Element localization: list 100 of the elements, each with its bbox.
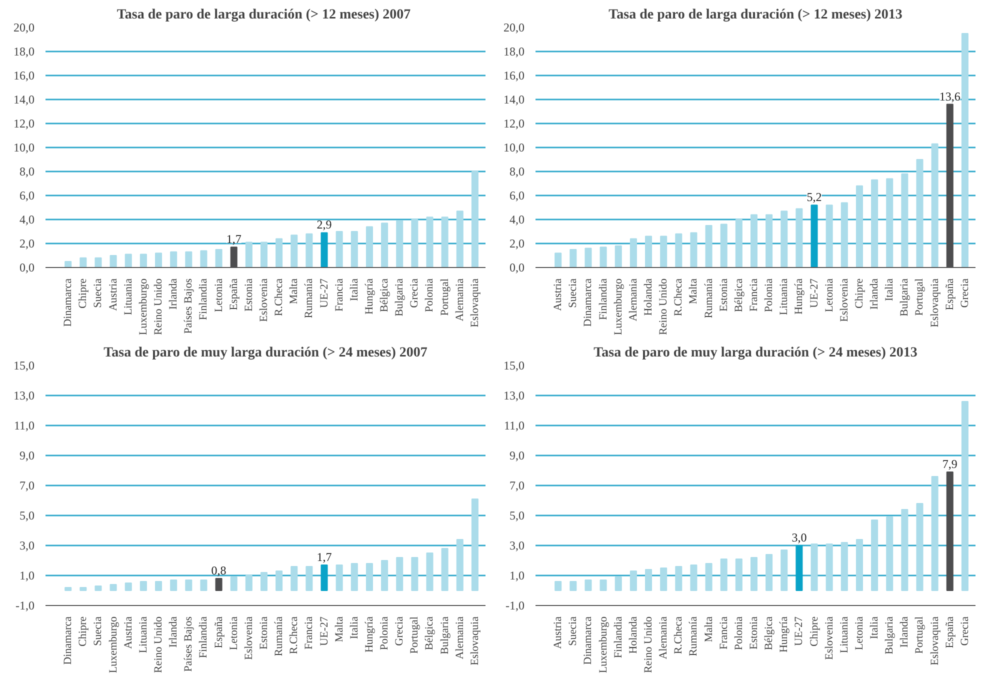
data-label: 3,0	[792, 530, 807, 544]
x-tick-label: España	[944, 616, 956, 648]
y-tick-label: 12,0	[504, 116, 524, 130]
x-tick-label: Rumanía	[273, 616, 286, 656]
y-tick-label: 12,0	[14, 116, 34, 130]
data-label: 2,9	[316, 218, 332, 232]
x-tick-label: Bulgaria	[438, 616, 451, 654]
x-tick-label: Bélgica	[424, 616, 436, 650]
y-tick-label: 16,0	[14, 68, 34, 82]
y-tick-label: 8,0	[20, 164, 34, 178]
x-tick-label: Reino Unido	[658, 278, 670, 336]
x-tick-label: Reino Unido	[642, 616, 655, 674]
y-tick-label: 9,0	[20, 448, 34, 462]
y-tick-label: 6,0	[510, 188, 524, 202]
x-tick-label: Polonia	[424, 278, 436, 312]
x-tick-label: Eslovenia	[242, 616, 255, 660]
y-tick-label: 0,0	[20, 260, 34, 274]
x-tick-label: Finlandia	[597, 278, 610, 320]
y-tick-label: 3,0	[510, 538, 524, 552]
x-tick-label: Letonia	[212, 278, 225, 312]
x-tick-label: Letonia	[853, 616, 866, 650]
x-tick-label: R.Checa	[672, 616, 685, 654]
x-tick-label: R.Checa	[273, 278, 286, 316]
y-tick-label: 9,0	[510, 448, 524, 462]
y-tick-label: 10,0	[14, 140, 34, 154]
x-tick-label: R.Checa	[672, 278, 685, 316]
x-tick-label: Dinamarca	[62, 278, 74, 327]
y-tick-label: -1,0	[16, 598, 35, 612]
y-tick-label: 16,0	[504, 68, 524, 82]
x-tick-label: Portugal	[408, 616, 421, 654]
x-tick-label: Italia	[884, 278, 896, 302]
x-tick-label: España	[228, 278, 240, 310]
x-tick-label: Chipre	[808, 616, 820, 646]
x-tick-label: Malta	[333, 616, 346, 642]
x-tick-label: Dinamarca	[62, 616, 74, 665]
x-tick-label: Bélgica	[763, 616, 776, 650]
data-label: 7,9	[942, 457, 958, 471]
x-tick-label: Alemania	[454, 616, 466, 660]
x-tick-label: Holanda	[642, 278, 655, 316]
y-tick-label: 18,0	[14, 44, 34, 58]
y-tick-label: 5,0	[20, 508, 34, 522]
x-tick-label: Eslovaquia	[928, 278, 941, 328]
x-tick-label: Reino Unido	[152, 616, 165, 674]
x-tick-label: Francia	[333, 278, 346, 312]
y-tick-label: 4,0	[20, 212, 34, 226]
y-tick-label: 7,0	[510, 478, 524, 492]
x-tick-label: España	[212, 616, 225, 648]
x-tick-label: Bulgaria	[394, 278, 406, 316]
data-label: 0,8	[211, 564, 226, 578]
y-tick-label: 15,0	[504, 358, 524, 372]
x-tick-label: UE-27	[793, 616, 806, 646]
x-tick-label: UE-27	[318, 278, 330, 308]
x-tick-label: Suecia	[567, 278, 580, 308]
x-tick-label: Polonia	[763, 278, 776, 312]
x-tick-label: Portugal	[438, 278, 451, 316]
chart-title: Tasa de paro de larga duración (> 12 meses) 2007	[116, 8, 411, 22]
x-tick-label: Luxemburgo	[612, 278, 624, 336]
x-tick-label: Francia	[748, 278, 760, 312]
x-tick-label: Austria	[552, 616, 564, 649]
x-tick-label: Países Bajos	[182, 616, 195, 672]
x-tick-label: Polonia	[378, 616, 391, 650]
x-tick-label: Grecia	[958, 616, 971, 646]
y-tick-label: 11,0	[14, 418, 35, 432]
y-tick-label: 14,0	[14, 92, 34, 106]
x-tick-label: Bulgaria	[884, 616, 896, 654]
x-tick-label: Rumanía	[303, 278, 316, 318]
x-tick-label: Eslovaquia	[928, 616, 941, 666]
x-tick-label: Lituania	[137, 616, 150, 654]
x-tick-label: Holanda	[627, 616, 640, 654]
x-tick-label: Estonia	[258, 616, 270, 650]
chart-title: Tasa de paro de muy larga duración (> 24 meses) 2007	[104, 346, 428, 360]
x-tick-label: Grecia	[408, 278, 421, 308]
y-tick-label: 1,0	[20, 568, 34, 582]
x-tick-label: Chipre	[77, 616, 90, 646]
y-tick-label: 2,0	[510, 236, 524, 250]
x-tick-label: Finlandia	[198, 616, 210, 658]
x-tick-label: Alemania	[658, 616, 670, 660]
x-tick-label: Irlanda	[168, 616, 180, 648]
x-tick-label: Portugal	[914, 278, 926, 316]
x-tick-label: Luxemburgo	[137, 278, 150, 336]
x-tick-label: UE-27	[808, 278, 820, 308]
chart-title: Tasa de paro de muy larga duración (> 24 meses) 2013	[594, 346, 918, 360]
x-tick-label: Irlanda	[898, 616, 911, 648]
y-tick-label: 7,0	[20, 478, 34, 492]
y-tick-label: 15,0	[14, 358, 34, 372]
x-tick-label: Rumanía	[688, 616, 700, 656]
y-tick-label: 1,0	[510, 568, 524, 582]
x-tick-label: Eslovenia	[823, 616, 836, 660]
y-tick-label: 2,0	[20, 236, 34, 250]
x-tick-label: Países Bajos	[182, 278, 195, 334]
x-tick-label: Eslovaquia	[468, 616, 481, 666]
x-tick-label: Italia	[348, 278, 360, 302]
x-tick-label: Polonia	[732, 616, 745, 650]
x-tick-label: Finlandia	[612, 616, 624, 658]
x-tick-label: Grecia	[394, 616, 406, 646]
y-tick-label: 8,0	[510, 164, 524, 178]
data-label: 13,6	[939, 89, 960, 104]
x-tick-label: Francia	[718, 616, 730, 650]
x-tick-label: Lituania	[838, 616, 850, 654]
y-tick-label: 13,0	[14, 388, 34, 402]
